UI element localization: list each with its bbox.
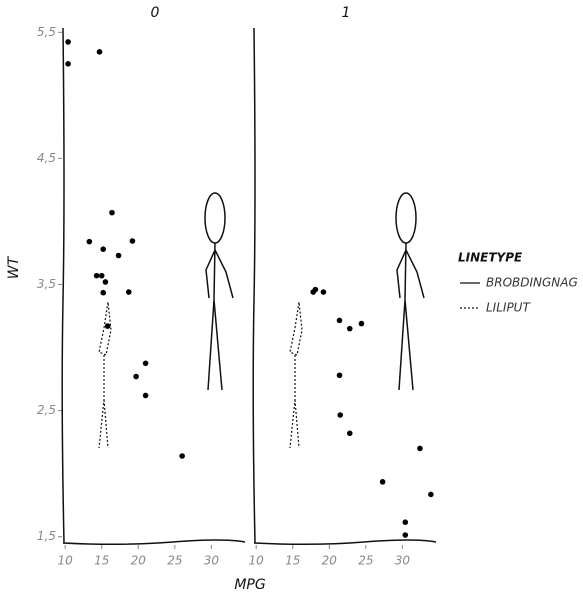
point: [65, 61, 71, 67]
x-tick-label: 30: [204, 554, 220, 568]
y-tick-label: 2,5: [37, 403, 56, 417]
point: [100, 289, 107, 296]
point: [179, 453, 185, 459]
point: [346, 325, 353, 332]
y-tick-label: 1,5: [37, 529, 56, 543]
point: [93, 272, 100, 279]
x-axis-label: MPG: [234, 577, 266, 593]
x-tick-label: 20: [131, 554, 147, 568]
y-axis-label: WT: [6, 255, 22, 279]
point: [379, 479, 386, 485]
point: [428, 491, 434, 498]
point: [336, 372, 343, 379]
x-tick-label: 10: [58, 554, 74, 568]
point: [320, 289, 327, 295]
legend-label: BROBDINGNAG: [486, 276, 578, 290]
y-tick-label: 3,5: [37, 277, 56, 291]
point: [142, 360, 149, 367]
point: [142, 392, 149, 399]
legend-title: LINETYPE: [458, 251, 523, 265]
point: [65, 39, 71, 45]
point: [358, 320, 365, 327]
point: [96, 49, 103, 55]
point: [402, 532, 409, 538]
point: [133, 373, 139, 380]
x-tick-label: 25: [358, 554, 373, 568]
point: [129, 238, 136, 244]
x-tick-label: 10: [249, 554, 265, 568]
x-tick-label: 15: [94, 554, 109, 568]
point: [100, 246, 107, 252]
point: [104, 323, 111, 329]
facet-title: 0: [151, 5, 160, 21]
axis-line: [253, 539, 437, 546]
point: [102, 279, 109, 285]
stick-figures: [98, 192, 234, 449]
stick-figures: [289, 192, 425, 449]
y-tick-label: 5,5: [37, 25, 56, 39]
x-tick-label: 25: [167, 554, 182, 568]
point: [109, 209, 115, 216]
x-tick-label: 20: [322, 554, 338, 568]
y-tick-label: 4,5: [37, 151, 56, 165]
point: [417, 445, 423, 452]
point: [98, 272, 105, 279]
point: [310, 289, 317, 295]
point: [125, 289, 132, 295]
point: [336, 317, 343, 324]
x-tick-label: 30: [395, 554, 411, 568]
x-tick-label: 15: [285, 554, 300, 568]
axis-line: [252, 27, 256, 544]
point: [337, 412, 344, 418]
legend-label: LILIPUT: [486, 301, 531, 315]
axis-line: [62, 539, 246, 546]
point: [346, 430, 353, 437]
point: [402, 519, 409, 525]
facet-title: 1: [342, 5, 351, 21]
point: [86, 238, 93, 245]
axis-line: [61, 27, 65, 544]
point: [115, 252, 122, 259]
